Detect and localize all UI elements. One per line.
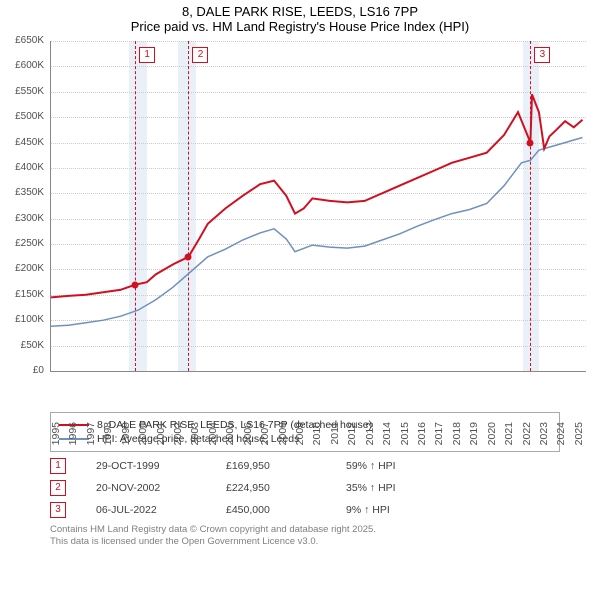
footer: Contains HM Land Registry data © Crown c…	[50, 524, 550, 549]
sale-date: 29-OCT-1999	[96, 460, 226, 472]
series-price_paid	[51, 94, 583, 297]
y-axis-label: £350K	[6, 187, 44, 198]
y-axis-label: £200K	[6, 263, 44, 274]
x-axis-label: 2008	[277, 422, 289, 452]
x-axis-label: 2016	[416, 422, 428, 452]
y-axis-label: £650K	[6, 35, 44, 46]
x-axis-label: 2021	[503, 422, 515, 452]
sale-row: 1 29-OCT-1999£169,95059% ↑ HPI	[50, 458, 550, 474]
y-axis-label: £0	[6, 365, 44, 376]
sale-diff: 59% ↑ HPI	[346, 460, 466, 472]
y-axis-label: £450K	[6, 137, 44, 148]
x-axis-label: 2017	[433, 422, 445, 452]
x-axis-label: 2009	[294, 422, 306, 452]
y-axis-label: £600K	[6, 60, 44, 71]
sale-dot	[132, 281, 139, 288]
y-axis-label: £400K	[6, 162, 44, 173]
x-axis-label: 2020	[486, 422, 498, 452]
x-axis-label: 2003	[189, 422, 201, 452]
x-axis-label: 2014	[381, 422, 393, 452]
sale-date: 06-JUL-2022	[96, 504, 226, 516]
x-axis-label: 2025	[573, 422, 585, 452]
x-axis-label: 2005	[224, 422, 236, 452]
sale-number: 2	[50, 480, 66, 496]
x-axis-label: 2011	[329, 422, 341, 452]
chart-svg	[51, 41, 586, 371]
footer-line1: Contains HM Land Registry data © Crown c…	[50, 524, 550, 536]
series-hpi	[51, 138, 583, 327]
y-axis-label: £150K	[6, 289, 44, 300]
x-axis-label: 2002	[172, 422, 184, 452]
x-axis-label: 2015	[399, 422, 411, 452]
y-axis-label: £100K	[6, 314, 44, 325]
title-subtitle: Price paid vs. HM Land Registry's House …	[0, 19, 600, 34]
sale-row: 2 20-NOV-2002£224,95035% ↑ HPI	[50, 480, 550, 496]
x-axis-label: 2012	[346, 422, 358, 452]
sale-row: 3 06-JUL-2022£450,0009% ↑ HPI	[50, 502, 550, 518]
title-block: 8, DALE PARK RISE, LEEDS, LS16 7PP Price…	[0, 0, 600, 36]
y-axis-label: £300K	[6, 213, 44, 224]
x-axis-label: 2000	[137, 422, 149, 452]
sale-number: 3	[50, 502, 66, 518]
chart-area: 123 £0£50K£100K£150K£200K£250K£300K£350K…	[10, 36, 590, 406]
plot-region: 123	[50, 41, 586, 372]
x-axis-label: 2010	[311, 422, 323, 452]
y-axis-label: £250K	[6, 238, 44, 249]
x-axis-label: 1995	[50, 422, 62, 452]
sale-price: £169,950	[226, 460, 346, 472]
title-address: 8, DALE PARK RISE, LEEDS, LS16 7PP	[0, 4, 600, 19]
sale-price: £224,950	[226, 482, 346, 494]
sale-number: 1	[50, 458, 66, 474]
sale-dot	[527, 139, 534, 146]
x-axis-label: 2004	[207, 422, 219, 452]
sale-diff: 9% ↑ HPI	[346, 504, 466, 516]
x-axis-label: 2023	[538, 422, 550, 452]
y-axis-label: £500K	[6, 111, 44, 122]
x-axis-label: 2018	[451, 422, 463, 452]
x-axis-label: 1999	[120, 422, 132, 452]
sale-dot	[185, 253, 192, 260]
x-axis-label: 2007	[259, 422, 271, 452]
x-axis-label: 2006	[242, 422, 254, 452]
x-axis-label: 2013	[364, 422, 376, 452]
sale-date: 20-NOV-2002	[96, 482, 226, 494]
footer-line2: This data is licensed under the Open Gov…	[50, 536, 550, 548]
x-axis-label: 2001	[155, 422, 167, 452]
chart-container: 8, DALE PARK RISE, LEEDS, LS16 7PP Price…	[0, 0, 600, 590]
sales-table: 1 29-OCT-1999£169,95059% ↑ HPI 2 20-NOV-200…	[50, 458, 550, 518]
y-axis-label: £50K	[6, 340, 44, 351]
x-axis-label: 2024	[555, 422, 567, 452]
y-axis-label: £550K	[6, 86, 44, 97]
x-axis-label: 2022	[521, 422, 533, 452]
x-axis-label: 2019	[468, 422, 480, 452]
x-axis-label: 1996	[67, 422, 79, 452]
x-axis-label: 1997	[85, 422, 97, 452]
sale-diff: 35% ↑ HPI	[346, 482, 466, 494]
x-axis-label: 1998	[102, 422, 114, 452]
sale-price: £450,000	[226, 504, 346, 516]
